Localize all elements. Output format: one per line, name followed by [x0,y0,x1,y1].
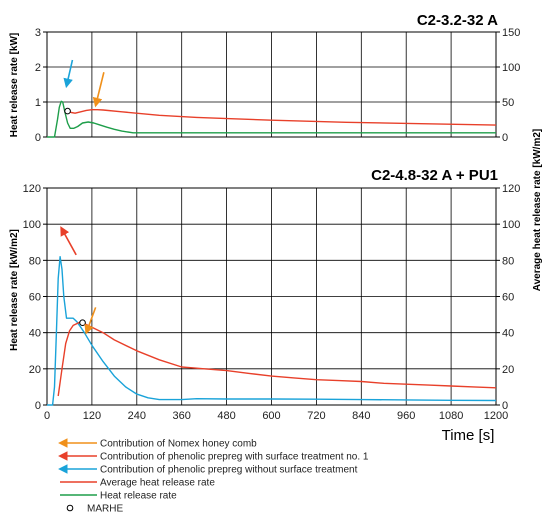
y-axis-label-top-left: Heat release rate [kW] [9,33,20,138]
annotation-arrow [60,226,77,256]
grid-top [46,31,497,138]
legend-item: Heat release rate [60,491,177,502]
x-tick-0: 0 [44,410,50,422]
y-tick-right-0: 0 [502,132,508,144]
x-tick-120: 120 [83,410,101,422]
x-tick-240: 240 [128,410,146,422]
x-tick-960: 960 [397,410,415,422]
annotation-arrow [63,59,74,89]
y-axis-label-right: Average heat release rate [kW/m2] [532,129,543,292]
legend-label: Contribution of phenolic prepreg with su… [100,452,369,463]
legend-label: Heat release rate [100,491,177,502]
y-tick-left-0: 0 [35,400,41,412]
y-tick-left-60: 60 [29,292,41,304]
x-tick-360: 360 [173,410,191,422]
x-tick-720: 720 [307,410,325,422]
series-group-bottom [47,256,497,406]
legend-item: Contribution of phenolic prepreg with su… [58,451,369,463]
annotation-arrow [92,72,105,108]
series-line-contribution-of-phenolic-prepreg-with-surface-treatment-no-1 [57,321,497,397]
legend-item: MARHE [66,504,123,515]
legend-marker-icon [66,504,74,512]
legend: Contribution of Nomex honey comb Contribu… [58,438,369,515]
y-tick-left-100: 100 [23,219,41,231]
y-tick-right-50: 50 [502,97,514,109]
chart-title-top: C2-3.2-32 A [417,12,498,29]
legend-label: Average heat release rate [100,478,215,489]
legend-label: Contribution of phenolic prepreg without… [100,465,358,476]
y-tick-right-20: 20 [502,364,514,376]
chart-title-bottom: C2-4.8-32 A + PU1 [371,167,498,184]
x-tick-480: 480 [217,410,235,422]
y-tick-right-0: 0 [502,400,508,412]
x-tick-1200: 1200 [484,410,508,422]
series-group-top [47,100,497,138]
y-tick-left-3: 3 [35,27,41,39]
x-axis-label: Time [s] [442,427,495,444]
y-tick-right-100: 100 [502,219,520,231]
y-tick-right-80: 80 [502,255,514,267]
x-tick-840: 840 [352,410,370,422]
chart-top: 0 1 2 3 0 50 100 150 C2-3.2-32 A Heat release r… [9,12,520,144]
y-tick-left-1: 1 [35,97,41,109]
legend-label: MARHE [87,504,123,515]
legend-label: Contribution of Nomex honey comb [100,439,257,450]
x-tick-600: 600 [262,410,280,422]
marhe-marker [79,319,86,327]
legend-item: Contribution of phenolic prepreg without… [58,464,358,476]
y-tick-right-120: 120 [502,183,520,195]
arrows-bottom [60,226,97,335]
y-tick-left-120: 120 [23,183,41,195]
grid-bottom [46,187,497,406]
series-line-average-heat-release-rate [65,109,497,126]
legend-item: Contribution of Nomex honey comb [58,438,257,450]
y-tick-left-40: 40 [29,328,41,340]
y-tick-right-150: 150 [502,27,520,39]
annotation-arrow [84,307,97,335]
y-tick-right-40: 40 [502,328,514,340]
series-line-contribution-of-phenolic-prepreg-without-surface-treatment [47,256,497,406]
y-tick-left-20: 20 [29,364,41,376]
y-tick-left-2: 2 [35,62,41,74]
x-tick-1080: 1080 [439,410,463,422]
y-tick-left-80: 80 [29,255,41,267]
y-tick-right-60: 60 [502,292,514,304]
ticks-top: 0 1 2 3 0 50 100 150 [35,27,520,144]
legend-item: Average heat release rate [60,478,215,489]
marhe-marker [64,107,71,115]
y-tick-left-0: 0 [35,132,41,144]
arrows-top [63,59,105,108]
series-line-heat-release-rate [47,100,496,138]
y-axis-label-bottom-left: Heat release rate [kW/m2] [9,229,20,351]
y-tick-right-100: 100 [502,62,520,74]
